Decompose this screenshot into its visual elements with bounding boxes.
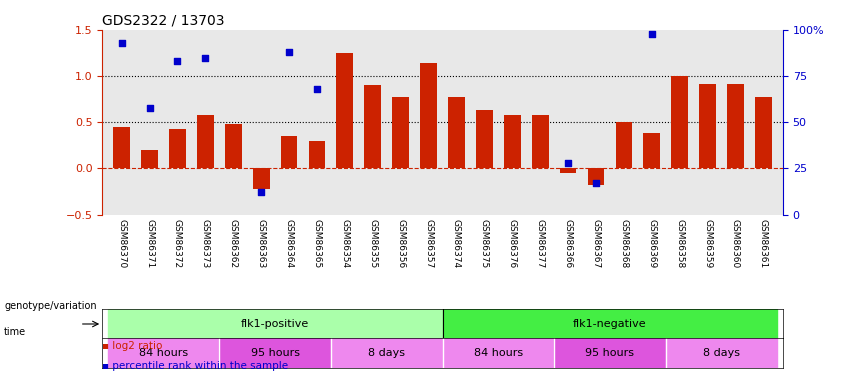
Text: GSM86366: GSM86366 <box>563 219 573 268</box>
Bar <box>532 115 549 168</box>
Text: flk1-positive: flk1-positive <box>241 319 309 329</box>
Bar <box>220 339 331 368</box>
Bar <box>225 124 242 168</box>
Bar <box>443 309 777 339</box>
Bar <box>364 86 381 168</box>
Point <box>645 31 659 37</box>
Bar <box>587 168 604 185</box>
Bar <box>643 134 660 168</box>
Text: GSM86357: GSM86357 <box>424 219 433 268</box>
Point <box>589 180 603 186</box>
Bar <box>108 309 443 339</box>
Point <box>283 49 296 55</box>
Text: flk1-negative: flk1-negative <box>573 319 647 329</box>
Text: ▪ percentile rank within the sample: ▪ percentile rank within the sample <box>102 361 288 371</box>
Text: GSM86368: GSM86368 <box>620 219 628 268</box>
Bar <box>448 98 465 168</box>
Bar <box>727 84 744 168</box>
Text: GSM86372: GSM86372 <box>173 219 182 268</box>
Point <box>310 86 323 92</box>
Point <box>115 40 129 46</box>
Text: GSM86361: GSM86361 <box>759 219 768 268</box>
Text: GSM86362: GSM86362 <box>229 219 237 268</box>
Bar <box>336 53 353 168</box>
Bar <box>476 110 493 168</box>
Bar <box>331 339 443 368</box>
Bar <box>700 84 716 168</box>
Bar <box>504 115 521 168</box>
Point <box>171 58 185 64</box>
Text: GSM86370: GSM86370 <box>117 219 126 268</box>
Text: GSM86375: GSM86375 <box>480 219 488 268</box>
Text: GSM86365: GSM86365 <box>312 219 322 268</box>
Point <box>617 0 631 5</box>
Bar <box>392 98 409 168</box>
Point <box>254 189 268 195</box>
Text: GSM86376: GSM86376 <box>508 219 517 268</box>
Bar <box>197 115 214 168</box>
Text: GSM86363: GSM86363 <box>257 219 266 268</box>
Point <box>226 14 240 20</box>
Text: 95 hours: 95 hours <box>250 348 300 358</box>
Point <box>143 105 157 111</box>
Bar <box>560 168 576 173</box>
Bar <box>665 339 777 368</box>
Bar <box>443 339 554 368</box>
Text: GSM86371: GSM86371 <box>145 219 154 268</box>
Bar <box>554 339 665 368</box>
Text: GSM86358: GSM86358 <box>675 219 684 268</box>
Text: GSM86374: GSM86374 <box>452 219 461 268</box>
Bar <box>253 168 270 189</box>
Text: time: time <box>4 327 26 337</box>
Text: 84 hours: 84 hours <box>474 348 523 358</box>
Text: GSM86377: GSM86377 <box>535 219 545 268</box>
Bar <box>309 141 325 168</box>
Text: GSM86356: GSM86356 <box>397 219 405 268</box>
Text: ▪ log2 ratio: ▪ log2 ratio <box>102 340 163 351</box>
Text: GSM86367: GSM86367 <box>591 219 601 268</box>
Text: 95 hours: 95 hours <box>585 348 635 358</box>
Bar <box>113 127 130 168</box>
Bar <box>420 63 437 168</box>
Text: GSM86359: GSM86359 <box>703 219 712 268</box>
Text: genotype/variation: genotype/variation <box>4 301 97 310</box>
Bar <box>108 339 220 368</box>
Bar <box>169 129 186 168</box>
Text: GSM86364: GSM86364 <box>284 219 294 268</box>
Text: GSM86355: GSM86355 <box>368 219 377 268</box>
Point <box>198 55 212 61</box>
Text: GSM86360: GSM86360 <box>731 219 740 268</box>
Bar <box>281 136 298 168</box>
Text: GSM86373: GSM86373 <box>201 219 210 268</box>
Text: GSM86354: GSM86354 <box>340 219 350 268</box>
Text: 84 hours: 84 hours <box>139 348 188 358</box>
Text: GSM86369: GSM86369 <box>648 219 656 268</box>
Point <box>562 160 575 166</box>
Bar <box>755 98 772 168</box>
Text: GDS2322 / 13703: GDS2322 / 13703 <box>102 13 225 27</box>
Bar <box>671 76 688 168</box>
Bar <box>615 122 632 168</box>
Bar <box>141 150 158 168</box>
Text: 8 days: 8 days <box>703 348 740 358</box>
Text: 8 days: 8 days <box>368 348 405 358</box>
